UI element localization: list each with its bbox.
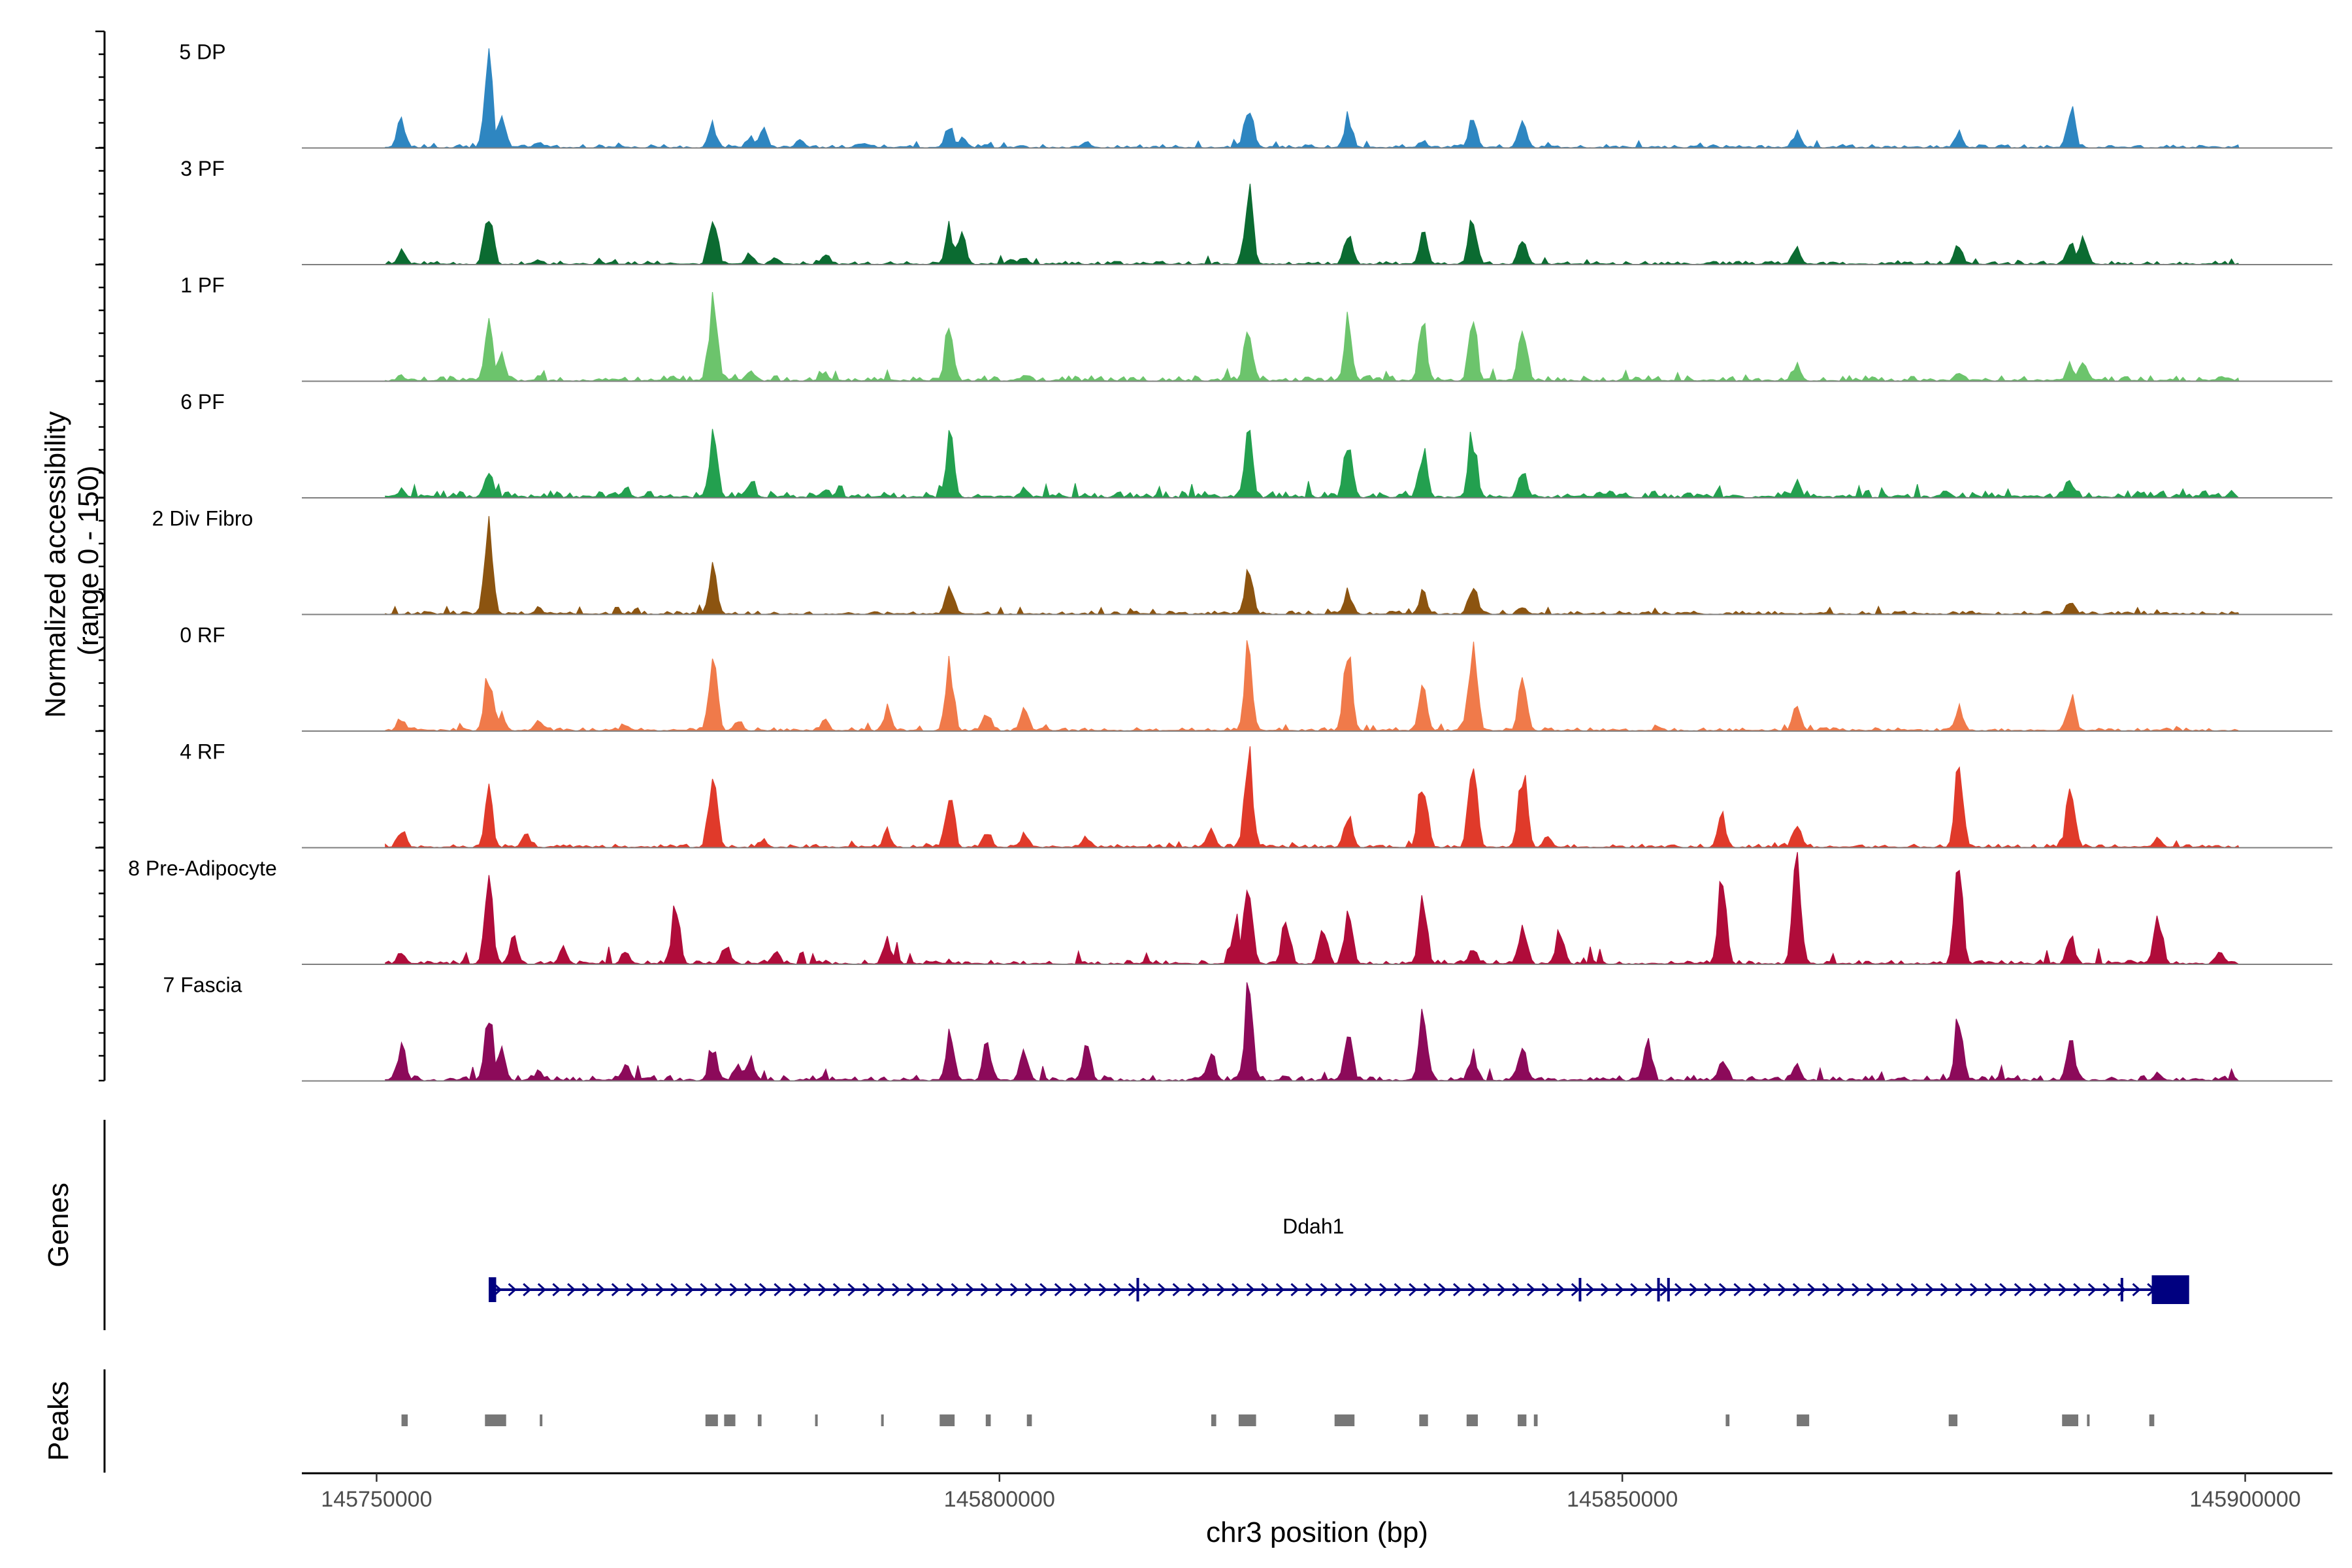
peak-region — [724, 1414, 736, 1426]
peak-region — [939, 1414, 955, 1426]
peak-region — [757, 1414, 762, 1426]
coverage-area — [385, 852, 2241, 965]
coverage-track: 3 PF — [180, 157, 2332, 265]
coverage-track: 6 PF — [180, 390, 2332, 499]
peak-region — [1533, 1414, 1538, 1426]
coverage-tracks: 5 DP 3 PF 1 PF 6 PF 2 Div Fibro 0 RF 4 RF 8 Pre… — [128, 41, 2332, 1082]
peaks-panel-title: Peaks — [42, 1381, 74, 1461]
gene-name: Ddah1 — [1282, 1215, 1344, 1238]
exon — [489, 1277, 497, 1302]
peak-region — [1419, 1414, 1428, 1426]
coverage-track: 4 RF — [180, 740, 2332, 849]
x-tick-label: 145900000 — [2189, 1487, 2300, 1512]
peak-region — [815, 1414, 818, 1426]
exon — [1667, 1278, 1670, 1301]
track-label: 7 Fascia — [163, 973, 242, 997]
y-axis-title-line-1: Normalized accessibility — [40, 411, 72, 717]
peak-region — [1466, 1414, 1478, 1426]
x-axis-ticks: 145750000 145800000 145850000 145900000 — [321, 1473, 2301, 1512]
coverage-track: 7 Fascia — [163, 973, 2332, 1082]
y-axis-title: Normalized accessibility (range 0 - 150) — [40, 403, 105, 718]
x-axis-title: chr3 position (bp) — [1206, 1516, 1428, 1548]
exon — [1578, 1278, 1582, 1301]
peak-region — [401, 1414, 408, 1426]
peak-region — [1211, 1414, 1217, 1426]
coverage-track: 1 PF — [180, 274, 2332, 382]
strand-arrows — [493, 1282, 2156, 1297]
coverage-track: 8 Pre-Adipocyte — [128, 852, 2332, 965]
peak-region — [1334, 1414, 1355, 1426]
peak-region — [1797, 1414, 1810, 1426]
coverage-area — [385, 292, 2240, 382]
x-tick-label: 145750000 — [321, 1487, 432, 1512]
coverage-area — [385, 982, 2240, 1082]
exon — [2151, 1275, 2189, 1304]
track-label: 5 DP — [179, 41, 225, 64]
coverage-area — [385, 640, 2240, 732]
exon — [1136, 1278, 1139, 1301]
track-label: 1 PF — [180, 274, 225, 297]
coverage-area — [385, 48, 2240, 149]
track-label: 3 PF — [180, 157, 225, 180]
track-label: 2 Div Fibro — [152, 507, 253, 531]
peak-region — [1725, 1414, 1730, 1426]
peaks-track — [401, 1414, 2155, 1426]
coverage-area — [385, 184, 2240, 265]
peak-region — [1026, 1414, 1032, 1426]
coverage-track: 2 Div Fibro — [152, 507, 2332, 615]
track-label: 4 RF — [180, 740, 225, 764]
y-axis-ticks — [95, 30, 105, 1082]
peak-region — [2062, 1414, 2079, 1426]
peak-region — [2087, 1414, 2090, 1426]
coverage-area — [385, 746, 2240, 849]
exon — [2120, 1278, 2123, 1301]
coverage-track: 5 DP — [179, 41, 2332, 149]
coverage-area — [385, 429, 2240, 499]
genes-panel-title: Genes — [42, 1183, 74, 1267]
x-tick-label: 145800000 — [944, 1487, 1055, 1512]
track-label: 8 Pre-Adipocyte — [128, 857, 277, 880]
peak-region — [2149, 1414, 2155, 1426]
track-label: 0 RF — [180, 623, 225, 647]
coverage-track: 0 RF — [180, 623, 2332, 732]
peak-region — [985, 1414, 991, 1426]
peak-region — [1948, 1414, 1958, 1426]
coverage-area — [385, 515, 2240, 615]
peak-region — [705, 1414, 718, 1426]
gene-track: Ddah1 — [489, 1215, 2189, 1304]
peak-region — [540, 1414, 543, 1426]
track-label: 6 PF — [180, 390, 225, 414]
x-tick-label: 145850000 — [1567, 1487, 1678, 1512]
peak-region — [881, 1414, 884, 1426]
peak-region — [1517, 1414, 1527, 1426]
exon — [1657, 1278, 1660, 1301]
y-axis-title-line-2: (range 0 - 150) — [73, 465, 105, 655]
peak-region — [485, 1414, 506, 1426]
peak-region — [1238, 1414, 1256, 1426]
